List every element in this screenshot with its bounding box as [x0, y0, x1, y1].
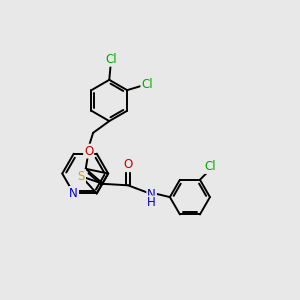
Text: O: O — [84, 145, 93, 158]
Text: Cl: Cl — [105, 53, 117, 66]
Text: Cl: Cl — [141, 78, 153, 91]
Text: N: N — [147, 188, 156, 201]
Text: Cl: Cl — [204, 160, 216, 173]
Text: H: H — [147, 196, 155, 209]
Text: O: O — [124, 158, 133, 171]
Text: N: N — [69, 187, 78, 200]
Text: S: S — [78, 170, 85, 183]
